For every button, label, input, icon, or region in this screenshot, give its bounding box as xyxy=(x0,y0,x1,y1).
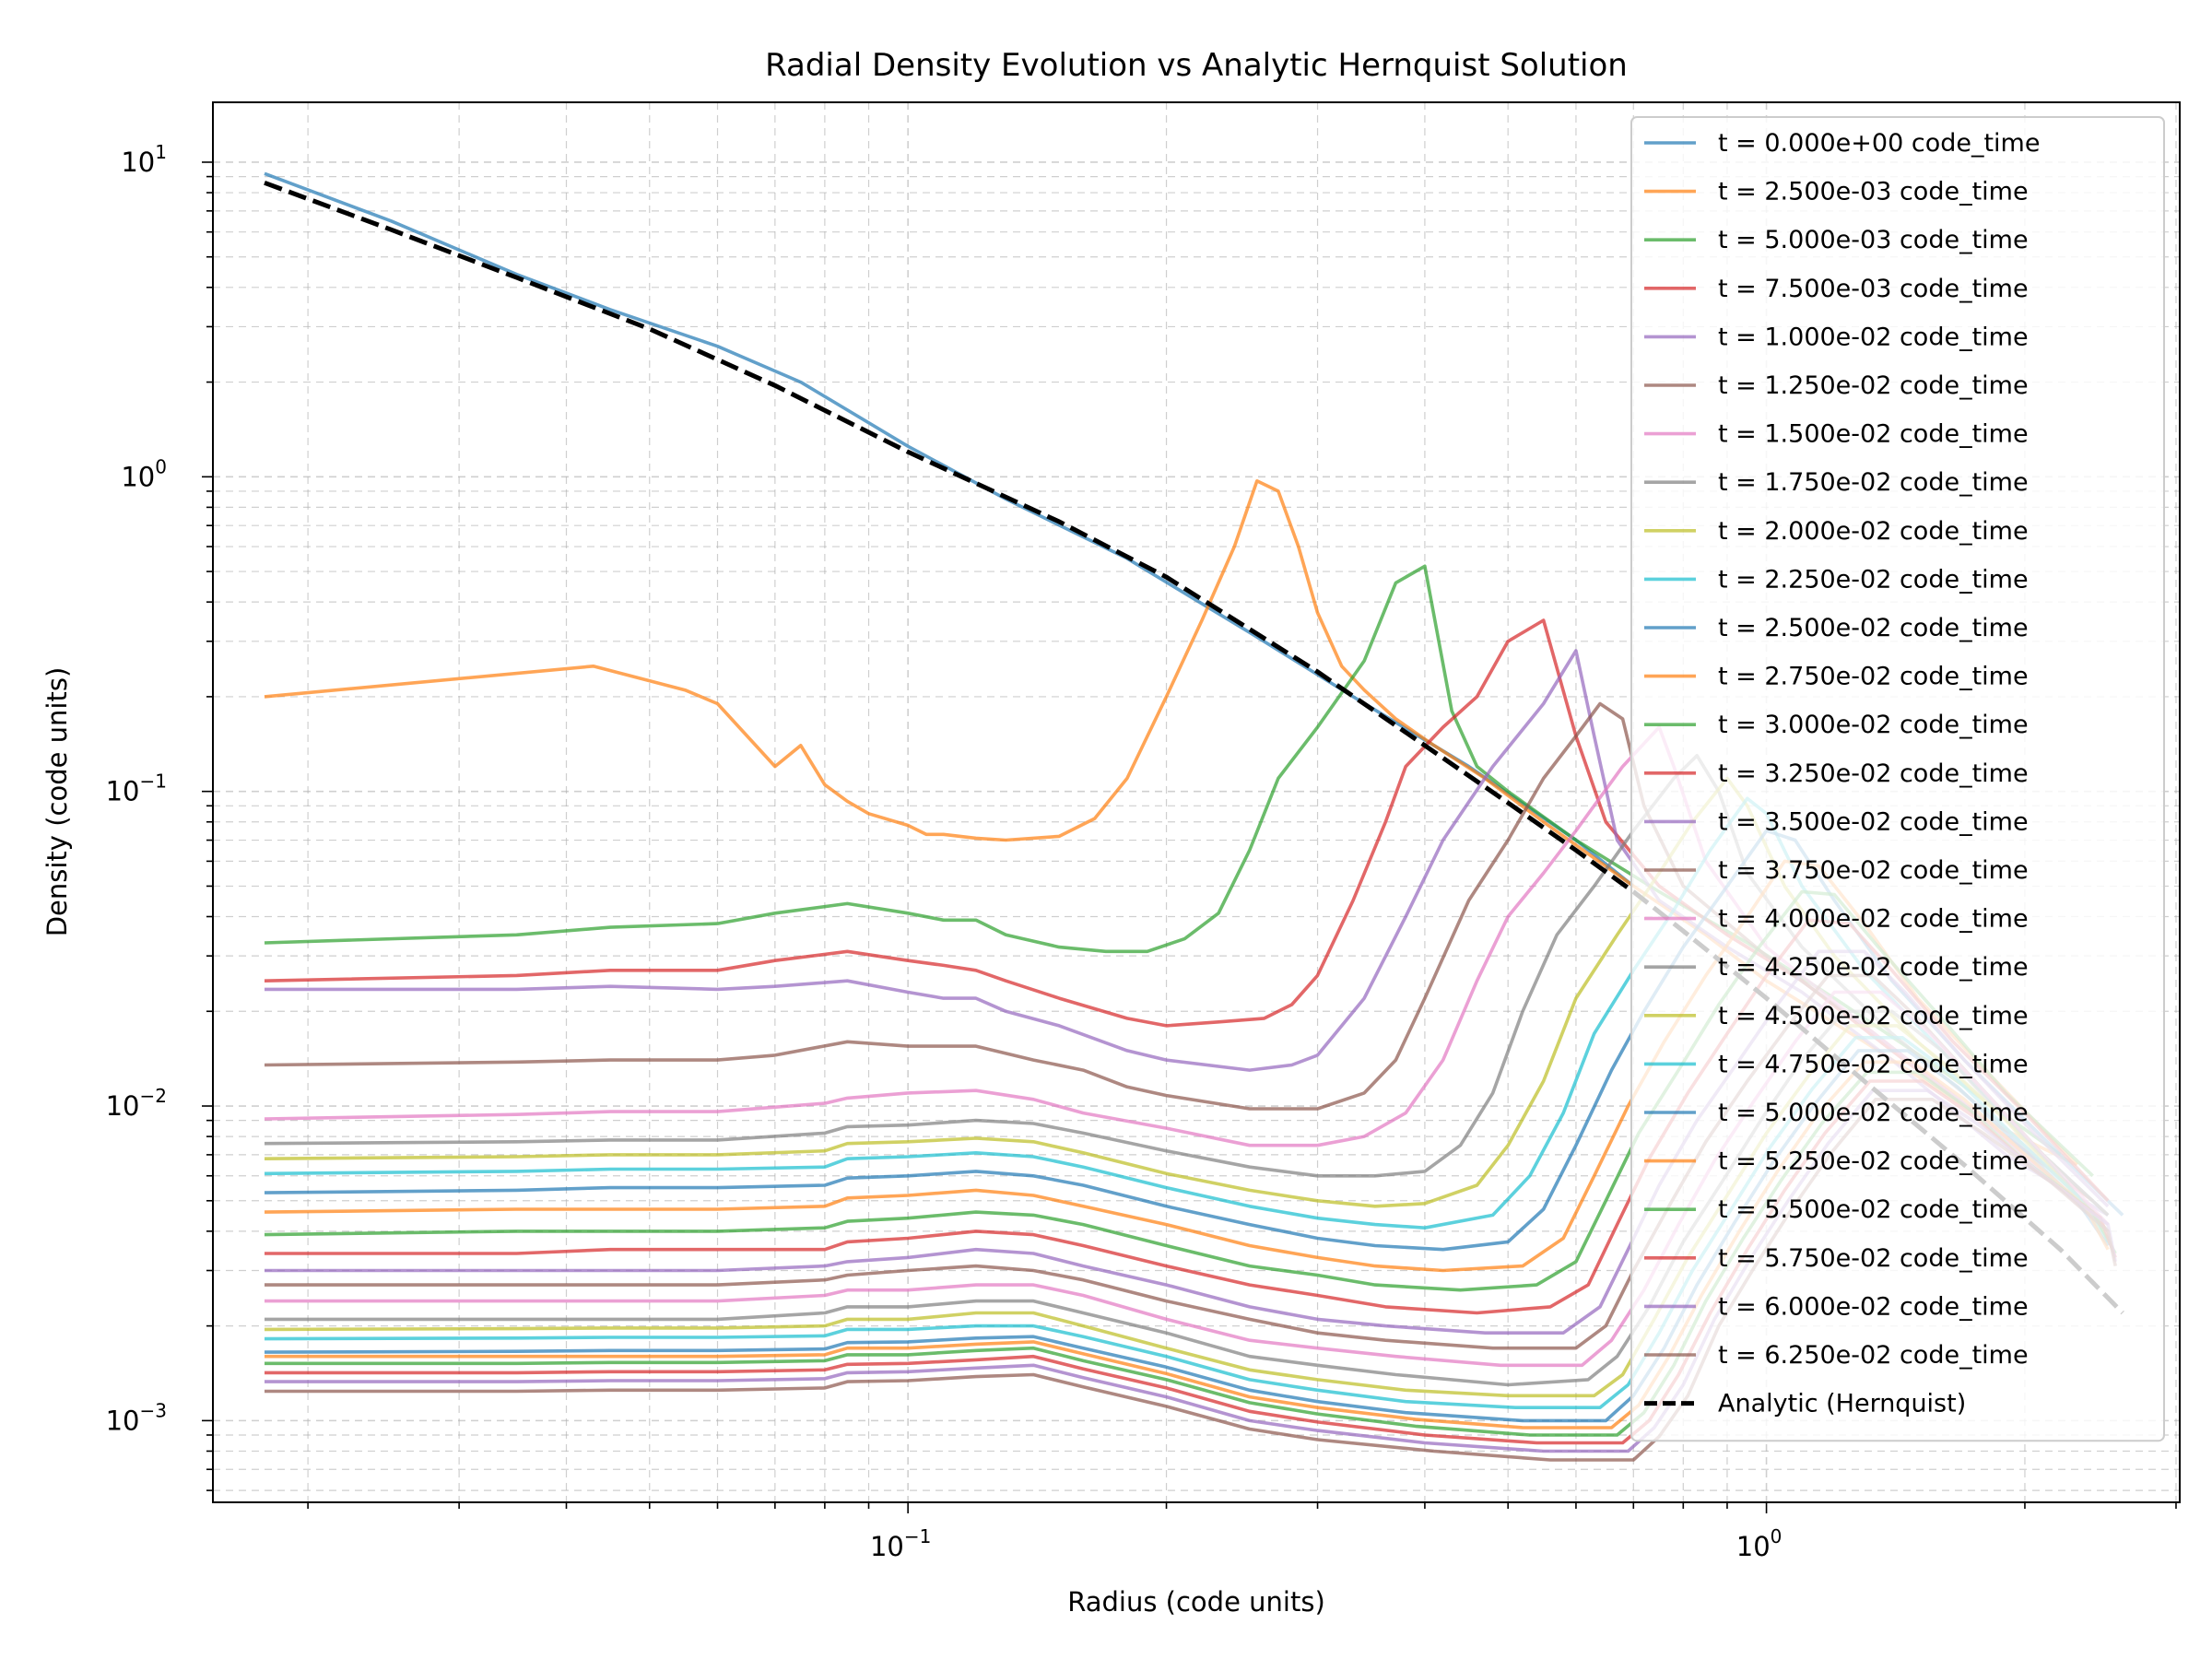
legend-label: t = 2.750e-02 code_time xyxy=(1718,663,2029,691)
legend-label: t = 3.250e-02 code_time xyxy=(1718,759,2029,788)
legend-label: t = 4.500e-02 code_time xyxy=(1718,1002,2029,1030)
legend-label: t = 2.250e-02 code_time xyxy=(1718,565,2029,594)
x-axis-label: Radius (code units) xyxy=(1067,1586,1325,1618)
legend-label: t = 0.000e+00 code_time xyxy=(1718,129,2040,158)
legend-label: t = 4.250e-02 code_time xyxy=(1718,953,2029,982)
legend-label: t = 5.500e-02 code_time xyxy=(1718,1195,2029,1224)
series-line-2 xyxy=(264,564,2062,1157)
legend-label: t = 2.000e-02 code_time xyxy=(1718,517,2029,546)
legend-label: t = 1.250e-02 code_time xyxy=(1718,371,2029,400)
legend-label: t = 5.000e-02 code_time xyxy=(1718,1099,2029,1127)
legend-box xyxy=(1630,116,2165,1442)
legend-label: t = 6.000e-02 code_time xyxy=(1718,1292,2029,1321)
legend-label: t = 2.500e-02 code_time xyxy=(1718,614,2029,642)
legend-label: t = 7.500e-03 code_time xyxy=(1718,275,2029,303)
y-tick-label: 10−3 xyxy=(106,1399,167,1436)
legend-label: t = 3.750e-02 code_time xyxy=(1718,856,2029,885)
legend-label: t = 1.750e-02 code_time xyxy=(1718,468,2029,497)
legend-label: t = 2.500e-03 code_time xyxy=(1718,178,2029,206)
legend-label: t = 6.250e-02 code_time xyxy=(1718,1341,2029,1370)
plot-frame xyxy=(212,101,2181,1503)
series-line-1 xyxy=(264,479,2078,1167)
chart-title: Radial Density Evolution vs Analytic Her… xyxy=(765,47,1628,84)
legend-label: t = 3.500e-02 code_time xyxy=(1718,807,2029,836)
legend-label: t = 1.000e-02 code_time xyxy=(1718,323,2029,351)
legend-label: t = 3.000e-02 code_time xyxy=(1718,711,2029,739)
legend-label: t = 4.000e-02 code_time xyxy=(1718,905,2029,934)
legend-label: t = 1.500e-02 code_time xyxy=(1718,420,2029,449)
legend-label: t = 5.000e-03 code_time xyxy=(1718,226,2029,254)
legend-label: t = 5.250e-02 code_time xyxy=(1718,1147,2029,1176)
legend-label: Analytic (Hernquist) xyxy=(1718,1390,1966,1418)
y-tick-label: 100 xyxy=(121,455,167,492)
legend-label: t = 4.750e-02 code_time xyxy=(1718,1050,2029,1078)
y-tick-label: 10−1 xyxy=(106,771,167,807)
legend-label: t = 5.750e-02 code_time xyxy=(1718,1244,2029,1273)
y-axis-label: Density (code units) xyxy=(41,667,73,937)
